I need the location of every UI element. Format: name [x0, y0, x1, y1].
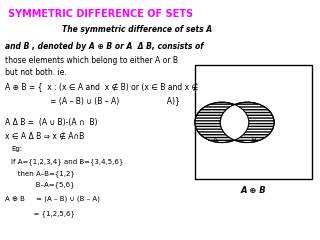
Text: B: B	[252, 137, 257, 143]
Text: those elements which belong to either A or B: those elements which belong to either A …	[4, 56, 178, 65]
Text: A ⊕ B = {  x : (x ∈ A and  x ∉ B) or (x ∈ B and x ∉: A ⊕ B = { x : (x ∈ A and x ∉ B) or (x ∈ …	[4, 82, 198, 91]
Text: A: A	[212, 137, 217, 143]
Text: then A–B={1,2}: then A–B={1,2}	[11, 170, 75, 177]
Text: A ⊕ B: A ⊕ B	[241, 186, 266, 195]
Text: = {1,2,5,6}: = {1,2,5,6}	[11, 210, 75, 217]
Text: but not both. ie.: but not both. ie.	[4, 68, 66, 77]
Text: The symmetric difference of sets A: The symmetric difference of sets A	[62, 25, 212, 34]
Polygon shape	[220, 105, 249, 140]
Text: Eg:: Eg:	[11, 146, 22, 152]
Text: If A={1,2,3,4} and B={3,4,5,6}: If A={1,2,3,4} and B={3,4,5,6}	[11, 158, 123, 165]
Text: A Δ B =  (A ∪ B)-(A ∩  B): A Δ B = (A ∪ B)-(A ∩ B)	[4, 118, 97, 127]
Text: B–A={5,6}: B–A={5,6}	[11, 182, 75, 188]
Text: x ∈ A Δ B ⇒ x ∉ A∩B: x ∈ A Δ B ⇒ x ∉ A∩B	[4, 132, 84, 141]
Text: SYMMETRIC DIFFERENCE OF SETS: SYMMETRIC DIFFERENCE OF SETS	[8, 8, 193, 18]
Circle shape	[220, 102, 274, 143]
Text: = (A – B) ∪ (B – A)                    A)}: = (A – B) ∪ (B – A) A)}	[4, 96, 180, 105]
Bar	[195, 66, 312, 179]
Text: A ⊕ B     = (A – B) ∪ (B – A): A ⊕ B = (A – B) ∪ (B – A)	[4, 196, 100, 202]
Text: and B , denoted by A ⊕ B or A  Δ B, consists of: and B , denoted by A ⊕ B or A Δ B, consi…	[4, 42, 203, 51]
Circle shape	[195, 102, 249, 143]
